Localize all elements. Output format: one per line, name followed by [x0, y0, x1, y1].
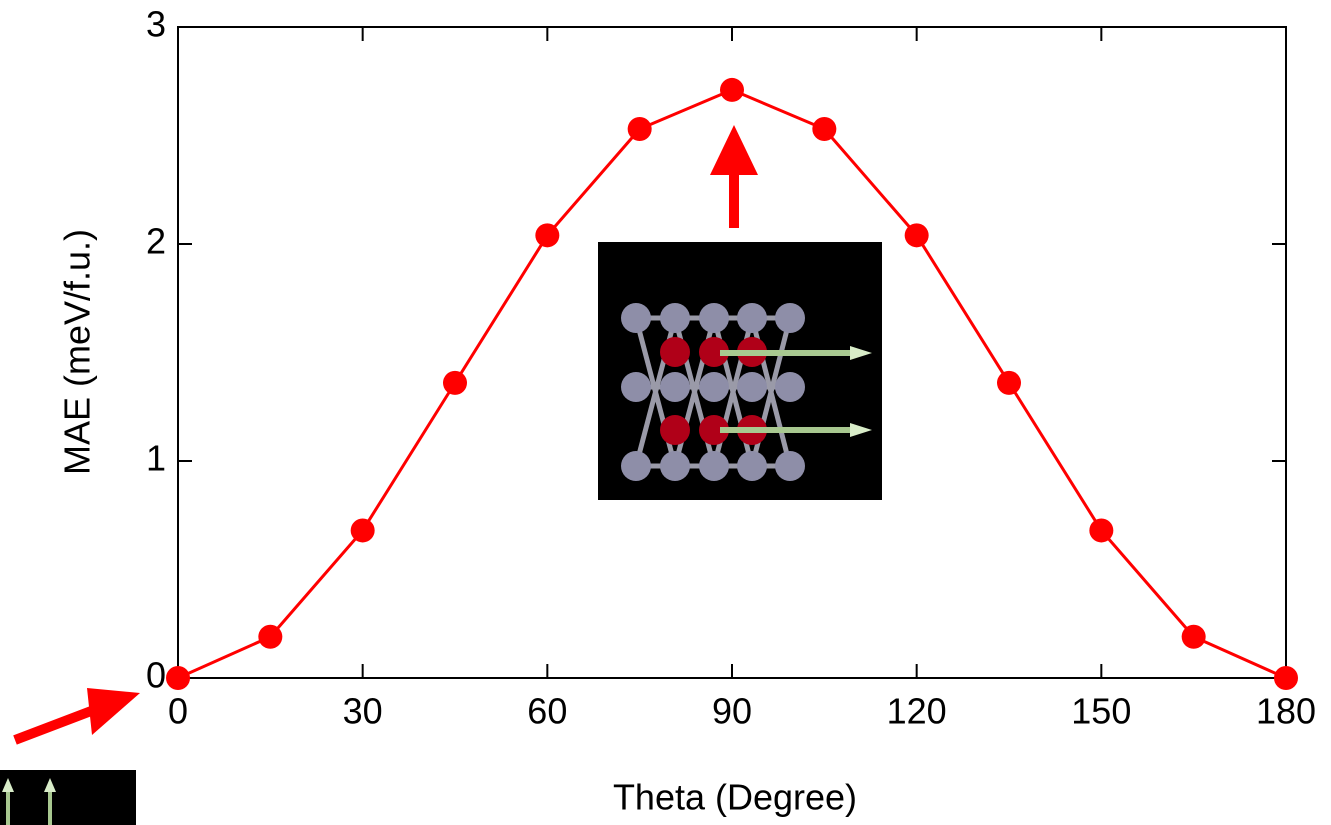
y-axis-label: MAE (meV/f.u.): [57, 229, 98, 475]
legend-inset: [0, 770, 136, 825]
x-tick-label: 60: [527, 691, 567, 732]
data-point: [258, 624, 283, 649]
y-tick-label: 0: [146, 655, 166, 696]
x-tick-label: 30: [343, 691, 383, 732]
data-point: [627, 116, 652, 141]
data-point: [904, 223, 929, 248]
data-point: [350, 518, 375, 543]
data-point: [1274, 666, 1298, 690]
y-tick-label: 1: [146, 438, 166, 479]
data-point: [166, 666, 190, 690]
x-tick-label: 0: [168, 691, 188, 732]
x-axis-label: Theta (Degree): [613, 777, 857, 818]
x-tick-label: 120: [887, 691, 947, 732]
x-tick-label: 90: [712, 691, 752, 732]
x-tick-label: 150: [1071, 691, 1131, 732]
arrow-annotation: [13, 125, 758, 745]
data-point: [997, 370, 1021, 395]
y-tick-label: 3: [146, 4, 166, 45]
data-point: [535, 223, 560, 248]
data-point: [1181, 624, 1206, 649]
data-point: [443, 370, 467, 395]
data-point: [812, 116, 837, 141]
x-tick-label: 180: [1256, 691, 1316, 732]
y-tick-label: 2: [146, 221, 166, 262]
inset-structure: [598, 242, 882, 500]
data-point: [1089, 518, 1114, 543]
data-point: [720, 77, 744, 102]
